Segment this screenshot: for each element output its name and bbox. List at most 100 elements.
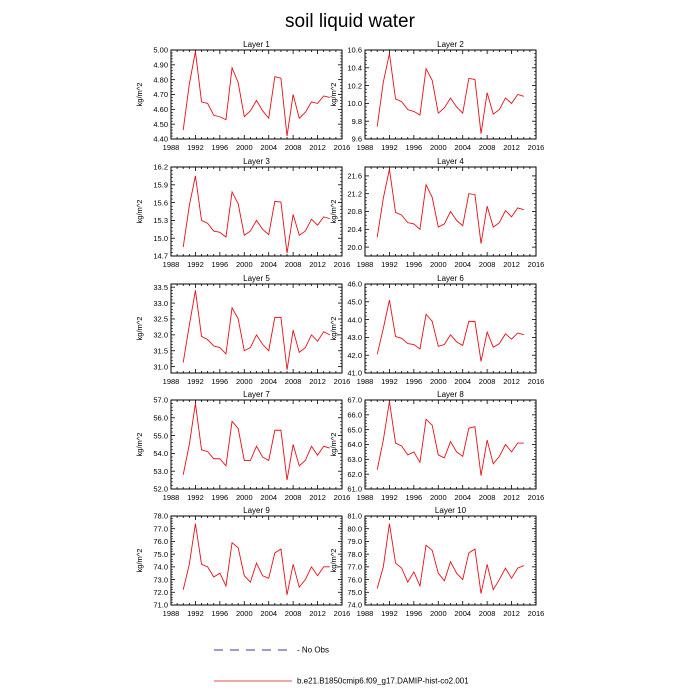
y-tick-label: 52.0 [153, 485, 168, 494]
y-tick-label: 4.50 [153, 120, 168, 129]
legend: - No Obs b.e21.B1850cmip6.f09_g17.DAMIP-h… [214, 646, 469, 686]
x-tick-label: 2016 [334, 143, 351, 152]
y-tick-label: 55.0 [153, 431, 168, 440]
x-tick-label: 2012 [503, 260, 520, 269]
x-tick-label: 2000 [430, 143, 447, 152]
y-tick-label: 21.2 [347, 189, 362, 198]
y-tick-label: 79.0 [347, 537, 362, 546]
series-line [182, 51, 330, 137]
x-tick-label: 1996 [212, 609, 229, 618]
y-tick-label: 81.0 [347, 512, 362, 521]
y-tick-label: 77.0 [153, 524, 168, 533]
y-tick-label: 75.0 [153, 550, 168, 559]
y-tick-label: 46.0 [347, 280, 362, 289]
x-tick-label: 1992 [381, 377, 398, 386]
x-tick-label: 2000 [236, 260, 253, 269]
panel-title: Layer 7 [243, 390, 270, 399]
x-tick-label: 2004 [260, 493, 277, 502]
x-tick-label: 2016 [528, 377, 545, 386]
series-line [182, 403, 330, 481]
y-tick-label: 10.4 [347, 64, 362, 73]
x-tick-label: 2016 [528, 260, 545, 269]
x-tick-label: 1988 [357, 143, 374, 152]
legend-entry-model: b.e21.B1850cmip6.f09_g17.DAMIP-hist-co2.… [214, 677, 469, 686]
x-tick-label: 1988 [357, 493, 374, 502]
panel-title: Layer 10 [435, 506, 467, 515]
y-axis-label: kg/m^2 [329, 549, 338, 573]
y-tick-label: 33.5 [153, 283, 168, 292]
x-tick-label: 2008 [285, 609, 302, 618]
x-tick-label: 1996 [212, 493, 229, 502]
x-tick-label: 2004 [260, 260, 277, 269]
y-tick-label: 9.6 [352, 135, 362, 144]
x-tick-label: 2008 [479, 143, 496, 152]
y-tick-label: 4.90 [153, 61, 168, 70]
x-tick-label: 2012 [309, 609, 326, 618]
y-axis-label: kg/m^2 [329, 317, 338, 341]
x-tick-label: 1992 [381, 143, 398, 152]
series-line [182, 523, 330, 595]
y-tick-label: 4.60 [153, 105, 168, 114]
y-axis-label: kg/m^2 [135, 83, 144, 107]
x-tick-label: 1996 [406, 260, 423, 269]
y-tick-label: 66.0 [347, 411, 362, 420]
panel-layer-5: Layer 5 1988 1992 1996 2000 2004 2008 2012 2016 3… [135, 274, 350, 386]
x-tick-label: 2000 [430, 260, 447, 269]
x-tick-label: 2012 [309, 260, 326, 269]
y-tick-label: 9.8 [352, 117, 362, 126]
y-tick-label: 78.0 [153, 512, 168, 521]
y-axis-label: kg/m^2 [329, 200, 338, 224]
x-tick-label: 2000 [430, 493, 447, 502]
x-tick-label: 1996 [406, 377, 423, 386]
x-tick-label: 1988 [163, 493, 180, 502]
x-tick-label: 1996 [406, 609, 423, 618]
y-axis-label: kg/m^2 [329, 433, 338, 457]
y-axis-label: kg/m^2 [135, 549, 144, 573]
y-tick-label: 53.0 [153, 467, 168, 476]
y-axis-label: kg/m^2 [135, 200, 144, 224]
x-tick-label: 1988 [163, 260, 180, 269]
y-tick-label: 73.0 [153, 575, 168, 584]
x-tick-label: 2016 [334, 260, 351, 269]
x-tick-label: 1992 [187, 493, 204, 502]
x-tick-label: 2012 [503, 377, 520, 386]
y-tick-label: 4.80 [153, 75, 168, 84]
panel-title: Layer 5 [243, 274, 270, 283]
y-tick-label: 15.0 [153, 234, 168, 243]
y-tick-label: 76.0 [347, 575, 362, 584]
x-tick-label: 1988 [357, 377, 374, 386]
x-tick-label: 2012 [503, 493, 520, 502]
y-tick-label: 74.0 [347, 601, 362, 610]
panel-layer-3: Layer 3 1988 1992 1996 2000 2004 2008 2012 2016 1… [135, 157, 350, 269]
y-tick-label: 15.6 [153, 198, 168, 207]
series-line [182, 290, 330, 370]
y-tick-label: 33.0 [153, 299, 168, 308]
y-tick-label: 57.0 [153, 396, 168, 405]
x-tick-label: 2004 [260, 143, 277, 152]
x-tick-label: 1996 [212, 377, 229, 386]
x-tick-label: 2016 [334, 609, 351, 618]
y-tick-label: 75.0 [347, 588, 362, 597]
x-tick-label: 1992 [187, 143, 204, 152]
y-tick-label: 10.6 [347, 46, 362, 55]
series-line [376, 523, 524, 594]
y-tick-label: 77.0 [347, 563, 362, 572]
x-tick-label: 1996 [406, 143, 423, 152]
x-tick-label: 2004 [260, 609, 277, 618]
y-tick-label: 21.6 [347, 172, 362, 181]
panel-layer-1: Layer 1 1988 1992 1996 2000 2004 2008 2012 2016 4… [135, 40, 350, 152]
x-tick-label: 2000 [236, 493, 253, 502]
series-line [376, 53, 524, 134]
x-tick-label: 1988 [163, 143, 180, 152]
y-tick-label: 20.8 [347, 207, 362, 216]
y-tick-label: 14.7 [153, 252, 168, 261]
y-tick-label: 54.0 [153, 449, 168, 458]
y-tick-label: 4.40 [153, 135, 168, 144]
panel-layer-10: Layer 10 1988 1992 1996 2000 2004 2008 2012 2016… [329, 506, 544, 618]
panel-title: Layer 1 [243, 40, 270, 49]
panel-title: Layer 9 [243, 506, 270, 515]
x-tick-label: 2000 [430, 609, 447, 618]
series-line [376, 169, 524, 244]
